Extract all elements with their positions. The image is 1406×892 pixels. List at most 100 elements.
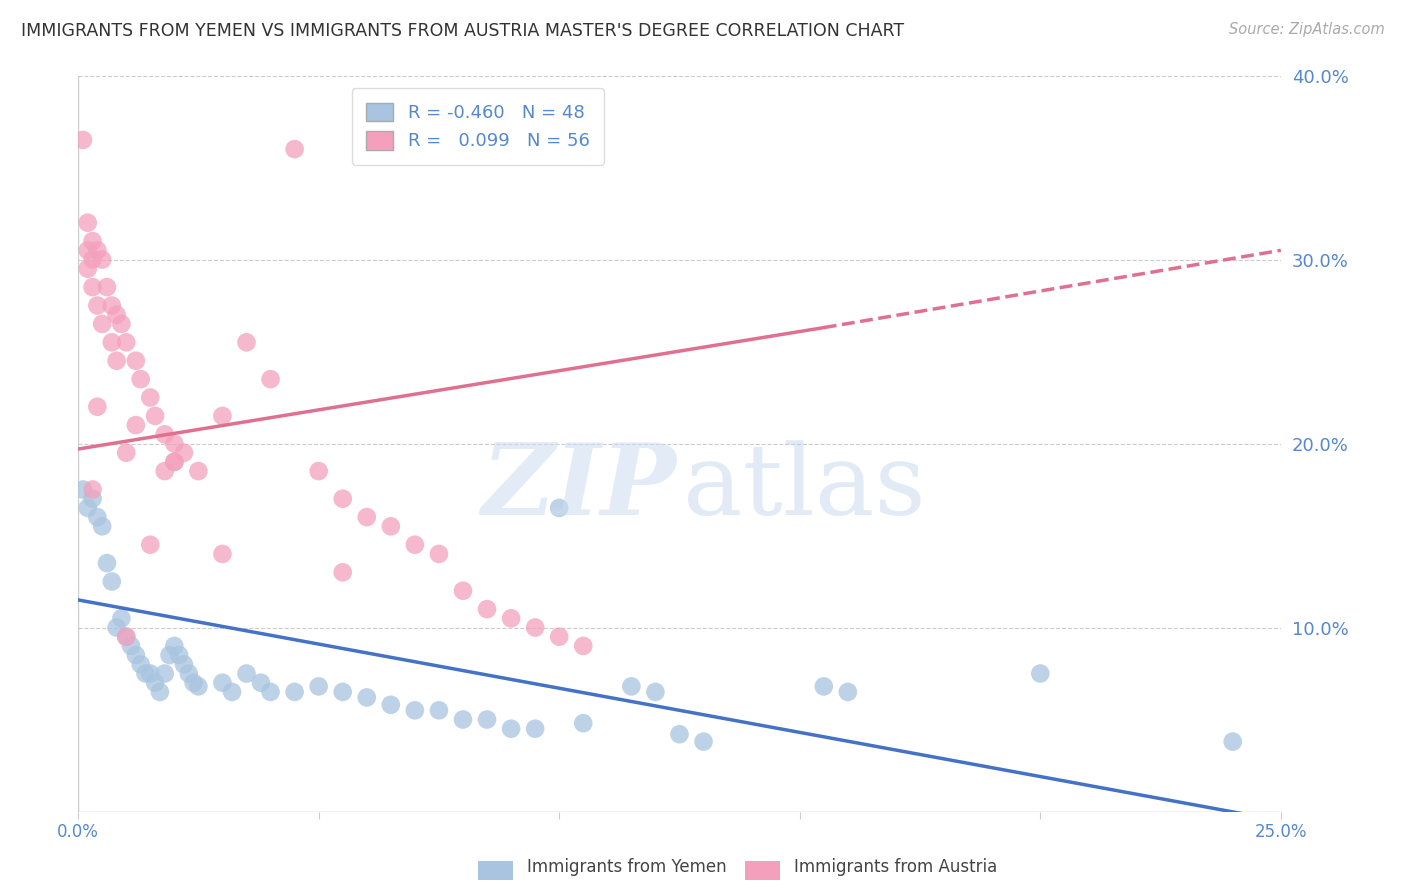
Text: Immigrants from Austria: Immigrants from Austria xyxy=(794,858,998,876)
Point xyxy=(501,722,523,736)
Point xyxy=(143,675,166,690)
Point xyxy=(451,583,474,598)
Point xyxy=(332,685,354,699)
Point xyxy=(110,317,132,331)
Point xyxy=(1029,666,1052,681)
Point xyxy=(76,261,98,276)
Point xyxy=(332,566,354,580)
Point xyxy=(91,317,114,331)
Point xyxy=(692,734,714,748)
Point xyxy=(72,133,94,147)
Point xyxy=(115,630,138,644)
Point xyxy=(105,308,128,322)
Point xyxy=(91,519,114,533)
Point xyxy=(404,538,426,552)
Point xyxy=(572,716,595,731)
Text: ZIP: ZIP xyxy=(481,440,676,536)
Point xyxy=(211,409,233,423)
Point xyxy=(451,713,474,727)
Point xyxy=(76,244,98,258)
Point xyxy=(813,680,835,694)
Point xyxy=(125,648,148,662)
Point xyxy=(153,464,176,478)
Point xyxy=(101,574,124,589)
Point xyxy=(101,335,124,350)
Point xyxy=(110,611,132,625)
Point xyxy=(524,722,547,736)
Point xyxy=(163,455,186,469)
Point xyxy=(76,500,98,515)
Point xyxy=(548,630,571,644)
Point xyxy=(115,630,138,644)
Point xyxy=(308,464,330,478)
Point xyxy=(235,335,257,350)
Point xyxy=(548,500,571,515)
Point xyxy=(125,418,148,433)
Point xyxy=(572,639,595,653)
Point xyxy=(259,685,281,699)
Point xyxy=(101,299,124,313)
Point xyxy=(91,252,114,267)
Point xyxy=(105,353,128,368)
Point xyxy=(115,446,138,460)
Point xyxy=(96,556,118,570)
Point xyxy=(129,657,152,672)
Point xyxy=(139,538,162,552)
Point xyxy=(163,639,186,653)
Point xyxy=(149,685,172,699)
Point xyxy=(501,611,523,625)
Point xyxy=(82,234,104,248)
Point xyxy=(125,353,148,368)
Point xyxy=(163,455,186,469)
Point xyxy=(139,666,162,681)
Point xyxy=(620,680,643,694)
Point xyxy=(259,372,281,386)
Point xyxy=(143,409,166,423)
Point xyxy=(524,620,547,634)
Point xyxy=(159,648,181,662)
Point xyxy=(475,602,498,616)
Point xyxy=(211,547,233,561)
Point xyxy=(82,252,104,267)
Point xyxy=(284,685,307,699)
Point xyxy=(82,483,104,497)
Point xyxy=(308,680,330,694)
Point xyxy=(96,280,118,294)
Point xyxy=(427,703,450,717)
Point xyxy=(284,142,307,156)
Point xyxy=(167,648,190,662)
Point xyxy=(120,639,142,653)
Point xyxy=(475,713,498,727)
Point xyxy=(250,675,273,690)
Point xyxy=(139,391,162,405)
Point xyxy=(153,427,176,442)
Text: atlas: atlas xyxy=(683,440,925,535)
Point xyxy=(183,675,205,690)
Point xyxy=(82,491,104,506)
Point xyxy=(1222,734,1244,748)
Text: IMMIGRANTS FROM YEMEN VS IMMIGRANTS FROM AUSTRIA MASTER'S DEGREE CORRELATION CHA: IMMIGRANTS FROM YEMEN VS IMMIGRANTS FROM… xyxy=(21,22,904,40)
Point xyxy=(644,685,666,699)
Point xyxy=(173,446,195,460)
Point xyxy=(332,491,354,506)
Point xyxy=(129,372,152,386)
Point xyxy=(72,483,94,497)
Point xyxy=(76,216,98,230)
Point xyxy=(134,666,156,681)
Legend: R = -0.460   N = 48, R =   0.099   N = 56: R = -0.460 N = 48, R = 0.099 N = 56 xyxy=(352,88,605,165)
Point xyxy=(115,335,138,350)
Point xyxy=(668,727,690,741)
Point xyxy=(177,666,200,681)
Text: Source: ZipAtlas.com: Source: ZipAtlas.com xyxy=(1229,22,1385,37)
Point xyxy=(82,280,104,294)
Point xyxy=(86,400,108,414)
Point xyxy=(221,685,243,699)
Point xyxy=(153,666,176,681)
Point xyxy=(105,620,128,634)
Point xyxy=(173,657,195,672)
Point xyxy=(163,436,186,450)
Point xyxy=(427,547,450,561)
Text: Immigrants from Yemen: Immigrants from Yemen xyxy=(527,858,727,876)
Point xyxy=(86,510,108,524)
Point xyxy=(837,685,859,699)
